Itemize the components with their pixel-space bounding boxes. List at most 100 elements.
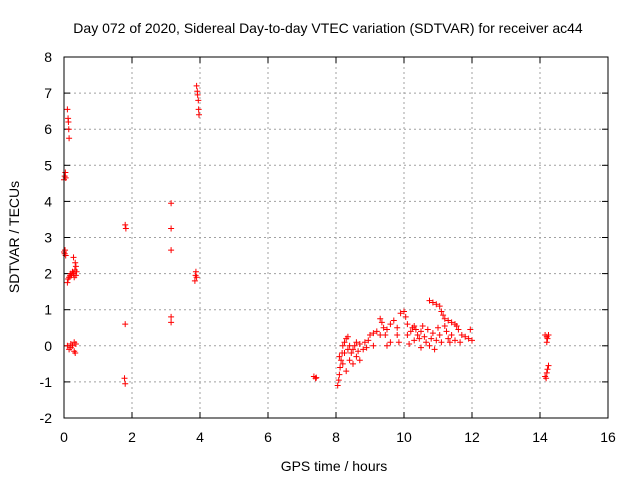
data-point: [168, 247, 175, 254]
data-point: [377, 331, 384, 338]
data-point: [448, 319, 455, 326]
data-point: [445, 335, 452, 342]
data-point: [62, 169, 69, 176]
data-point: [194, 91, 201, 98]
x-axis-label: GPS time / hours: [281, 458, 388, 474]
data-point: [544, 335, 551, 342]
data-point: [433, 337, 440, 344]
plot-frame: [63, 56, 609, 419]
data-point: [429, 330, 436, 337]
data-point: [65, 118, 72, 125]
y-tick-label: 3: [44, 230, 52, 246]
x-tick-label: 0: [60, 429, 68, 445]
data-point: [406, 340, 413, 347]
data-point: [341, 339, 348, 346]
y-tick-label: 6: [44, 121, 52, 137]
data-point: [465, 335, 472, 342]
data-point: [412, 326, 419, 333]
data-point: [384, 326, 390, 333]
y-tick-label: 4: [44, 193, 52, 209]
data-point: [71, 339, 78, 346]
data-point: [367, 331, 373, 338]
data-point: [72, 259, 79, 266]
data-point: [348, 350, 355, 357]
data-point: [351, 342, 358, 349]
data-point: [377, 315, 384, 322]
y-tick-label: 5: [44, 157, 52, 173]
data-point: [545, 331, 552, 338]
data-point: [312, 375, 319, 382]
data-point: [356, 340, 363, 347]
data-point: [436, 303, 443, 310]
data-point: [62, 247, 69, 254]
y-tick-label: 8: [44, 49, 52, 65]
data-point: [64, 279, 71, 286]
data-point: [428, 335, 435, 342]
data-point: [544, 366, 551, 373]
data-points: [61, 82, 552, 389]
data-point: [453, 322, 460, 329]
data-point: [355, 348, 362, 355]
data-point: [378, 319, 385, 326]
data-point: [343, 368, 350, 375]
data-point: [404, 331, 411, 338]
y-tick-label: 1: [44, 302, 52, 318]
data-point: [438, 308, 445, 315]
y-tick-label: 0: [44, 338, 52, 354]
data-point: [457, 339, 464, 346]
data-point: [121, 375, 128, 382]
data-point: [344, 333, 351, 340]
data-point: [545, 362, 552, 369]
data-point: [192, 268, 199, 275]
data-point: [346, 357, 353, 364]
data-point: [193, 82, 200, 89]
data-point: [195, 97, 202, 104]
data-point: [353, 353, 360, 360]
data-point: [419, 322, 426, 329]
data-point: [411, 322, 418, 329]
data-point: [394, 331, 401, 338]
data-point: [382, 331, 389, 338]
data-point: [390, 317, 397, 324]
x-tick-label: 12: [464, 429, 480, 445]
data-point: [73, 268, 80, 275]
data-point: [441, 322, 448, 329]
data-point: [452, 337, 458, 344]
data-point: [418, 344, 424, 351]
data-point: [195, 111, 202, 118]
data-point: [122, 225, 129, 232]
data-point: [341, 350, 348, 357]
data-point: [458, 331, 465, 338]
data-point: [350, 360, 356, 367]
data-point: [440, 312, 447, 319]
data-point: [339, 342, 346, 349]
x-tick-label: 10: [396, 429, 412, 445]
data-point: [122, 380, 129, 387]
data-point: [66, 135, 73, 142]
data-point: [418, 328, 424, 335]
data-point: [67, 340, 74, 347]
data-point: [360, 346, 367, 353]
x-tick-label: 4: [196, 429, 204, 445]
data-point: [431, 346, 438, 353]
data-point: [72, 263, 79, 270]
data-point: [64, 342, 71, 349]
data-point: [421, 333, 428, 340]
x-tick-label: 16: [600, 429, 616, 445]
data-point: [426, 297, 433, 304]
data-point: [363, 344, 370, 351]
data-point: [416, 335, 423, 342]
data-point: [467, 326, 474, 333]
data-point: [438, 339, 445, 346]
y-axis-label: SDTVAR / TECUs: [6, 181, 22, 293]
data-point: [193, 274, 200, 281]
data-point: [394, 324, 401, 331]
x-tick-label: 14: [532, 429, 548, 445]
data-point: [356, 357, 363, 364]
data-point: [395, 339, 402, 346]
data-point: [338, 357, 345, 364]
data-point: [433, 301, 440, 308]
data-point: [441, 315, 448, 322]
